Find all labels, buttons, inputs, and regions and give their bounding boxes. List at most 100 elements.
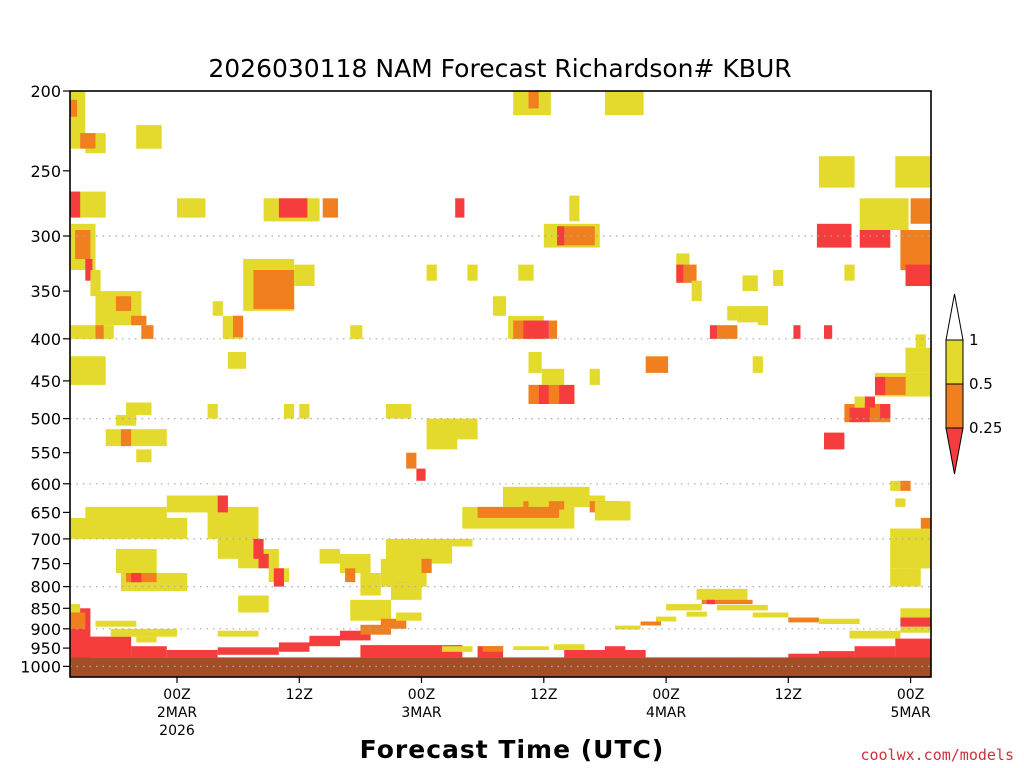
y-tick-label: 450 — [30, 372, 61, 391]
y-tick-label: 700 — [30, 530, 61, 549]
colorbar-level-label: 0.5 — [969, 375, 993, 393]
ri-region-o — [645, 356, 669, 373]
ri-region-y — [136, 125, 162, 149]
ri-region-y — [915, 334, 926, 348]
y-tick-label: 250 — [30, 162, 61, 181]
ri-region-r — [880, 404, 891, 419]
x-tick-label: 2026 — [159, 723, 195, 739]
ri-region-y — [604, 91, 644, 116]
ri-region-o — [717, 325, 738, 339]
x-tick-label: 4MAR — [646, 705, 687, 721]
ri-region-y — [818, 618, 860, 624]
ri-region-y — [541, 368, 565, 385]
ri-region-y — [492, 296, 507, 316]
x-tick-label: 12Z — [286, 687, 313, 703]
ri-region-o — [528, 384, 539, 404]
ri-region-o — [253, 270, 295, 309]
ri-region-y — [238, 595, 269, 613]
ri-region-r — [824, 432, 845, 450]
ri-region-y — [319, 549, 340, 564]
ri-region-r — [70, 191, 81, 218]
ri-region-r — [676, 264, 684, 283]
ri-region-o — [322, 198, 338, 218]
ri-region-y — [691, 280, 702, 302]
colorbar-level-label: 0.25 — [969, 419, 1002, 437]
plot-background — [70, 91, 931, 677]
x-tick-label: 12Z — [775, 687, 802, 703]
ri-region-y — [890, 480, 901, 491]
ri-region-r — [538, 384, 549, 404]
ri-region-r — [523, 320, 549, 339]
ri-region-r — [709, 325, 717, 339]
ri-region-r — [85, 636, 132, 658]
x-axis-label: Forecast Time (UTC) — [360, 735, 665, 764]
ri-region-o — [70, 99, 78, 117]
ri-region-r — [900, 617, 931, 627]
ri-region-r — [557, 226, 565, 246]
ri-region-r — [217, 647, 279, 655]
ri-region-y — [518, 264, 534, 281]
ri-region-o — [233, 315, 244, 338]
gridlines — [70, 235, 931, 668]
x-axis: 00Z 2MAR 2026 12Z 00Z 3MAR 12Z 00Z 4MAR 12Z 00Z 5MA… — [157, 677, 931, 739]
ri-region-y — [752, 356, 763, 373]
ri-region-y — [294, 264, 315, 286]
colorbar-bottom-arrow — [945, 427, 964, 475]
ri-region-o — [482, 646, 504, 652]
colorbar-top-arrow — [945, 293, 964, 341]
ri-region-r — [309, 635, 340, 647]
x-tick-label: 00Z — [408, 687, 435, 703]
y-tick-label: 850 — [30, 599, 61, 618]
ri-region-y — [890, 568, 921, 587]
y-tick-label: 900 — [30, 620, 61, 639]
y-tick-label: 500 — [30, 410, 61, 429]
ri-region-r — [477, 646, 504, 658]
ri-region-y — [340, 553, 371, 573]
ri-region-o — [683, 264, 697, 283]
ri-region-r — [278, 198, 308, 218]
ri-region-o — [120, 429, 132, 447]
ri-region-r — [824, 325, 833, 339]
ri-region-y — [284, 404, 295, 419]
x-tick-label: 00Z — [897, 687, 924, 703]
ri-region-r — [864, 396, 875, 408]
ri-region-o — [701, 599, 753, 605]
ri-region-y — [528, 495, 549, 507]
ri-region-y — [90, 270, 101, 297]
x-tick-label: 5MAR — [890, 705, 931, 721]
y-tick-label: 200 — [30, 82, 61, 101]
y-tick-label: 800 — [30, 578, 61, 597]
y-tick-label: 300 — [30, 227, 61, 246]
x-tick-label: 3MAR — [401, 705, 442, 721]
ri-region-y — [177, 198, 206, 218]
ri-region-y — [895, 156, 931, 188]
ri-region-y — [85, 506, 167, 529]
ri-region-o — [406, 452, 417, 469]
ri-region-y — [136, 449, 152, 463]
x-tick-label: 00Z — [652, 687, 679, 703]
y-tick-label: 550 — [30, 444, 61, 463]
colorbar-bin-high — [945, 339, 964, 385]
ri-region-r — [455, 198, 465, 218]
ri-region-y — [615, 625, 641, 630]
ri-region-r — [875, 376, 886, 395]
ri-region-r — [788, 653, 819, 660]
ri-region-y — [859, 198, 909, 230]
y-tick-label: 400 — [30, 330, 61, 349]
ri-region-y — [818, 156, 855, 188]
ri-region-o — [788, 617, 819, 623]
ri-region-y — [126, 402, 152, 415]
ri-region-y — [70, 604, 81, 613]
ri-region-y — [115, 549, 157, 573]
ri-region-y — [752, 612, 789, 618]
ri-region-y — [717, 604, 768, 611]
ri-region-o — [141, 325, 154, 339]
ri-region-o — [70, 612, 86, 629]
ri-region-y — [594, 501, 631, 521]
ri-region-y — [467, 264, 478, 281]
ri-region-o — [910, 198, 931, 224]
ri-region-r — [258, 553, 269, 569]
ri-region-o — [95, 325, 104, 339]
ri-region-o — [920, 517, 931, 529]
